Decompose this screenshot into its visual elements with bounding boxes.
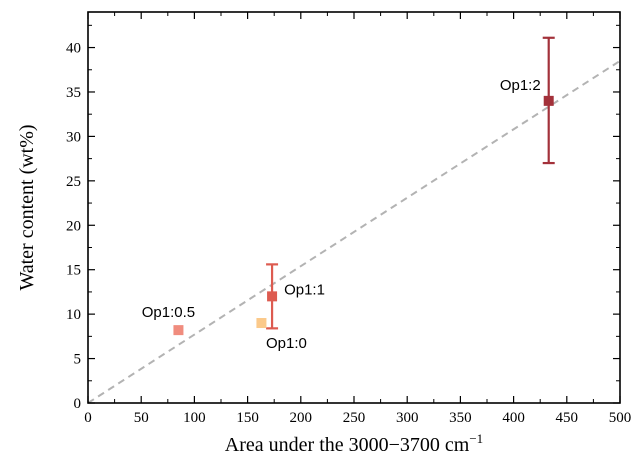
- y-axis-title: Water content (wt%): [16, 124, 38, 290]
- x-tick-label: 500: [609, 410, 632, 426]
- plot-frame: [87, 11, 621, 404]
- y-tick-label: 15: [66, 263, 81, 279]
- x-tick-label: 0: [84, 410, 92, 426]
- y-tick-label: 35: [66, 85, 81, 101]
- data-point-label: Op1:0: [266, 335, 307, 352]
- x-tick-label: 200: [290, 410, 313, 426]
- x-tick-label: 350: [449, 410, 472, 426]
- data-point-label: Op1:1: [284, 281, 325, 298]
- x-tick-label: 150: [236, 410, 259, 426]
- y-tick-label: 5: [74, 352, 82, 368]
- x-tick-label: 300: [396, 410, 419, 426]
- y-tick-label: 30: [66, 129, 81, 145]
- x-tick-label: 250: [343, 410, 366, 426]
- y-tick-label: 10: [66, 307, 81, 323]
- data-point-marker: [256, 318, 267, 329]
- y-tick-label: 0: [74, 396, 82, 412]
- data-point-label: Op1:2: [500, 77, 541, 94]
- fit-line: [87, 60, 621, 404]
- y-tick-label: 25: [66, 174, 81, 190]
- data-point-marker: [543, 95, 554, 106]
- data-point-marker: [267, 291, 278, 302]
- x-tick-label: 50: [134, 410, 149, 426]
- x-tick-label: 100: [183, 410, 206, 426]
- data-point-marker: [173, 325, 184, 336]
- x-tick-label: 400: [502, 410, 525, 426]
- data-point-label: Op1:0.5: [142, 304, 195, 321]
- x-axis-title-superscript: −1: [469, 431, 483, 446]
- x-axis-title: Area under the 3000−3700 cm−1: [225, 431, 483, 456]
- y-tick-label: 20: [66, 218, 81, 234]
- x-tick-label: 450: [556, 410, 579, 426]
- y-tick-label: 40: [66, 41, 81, 57]
